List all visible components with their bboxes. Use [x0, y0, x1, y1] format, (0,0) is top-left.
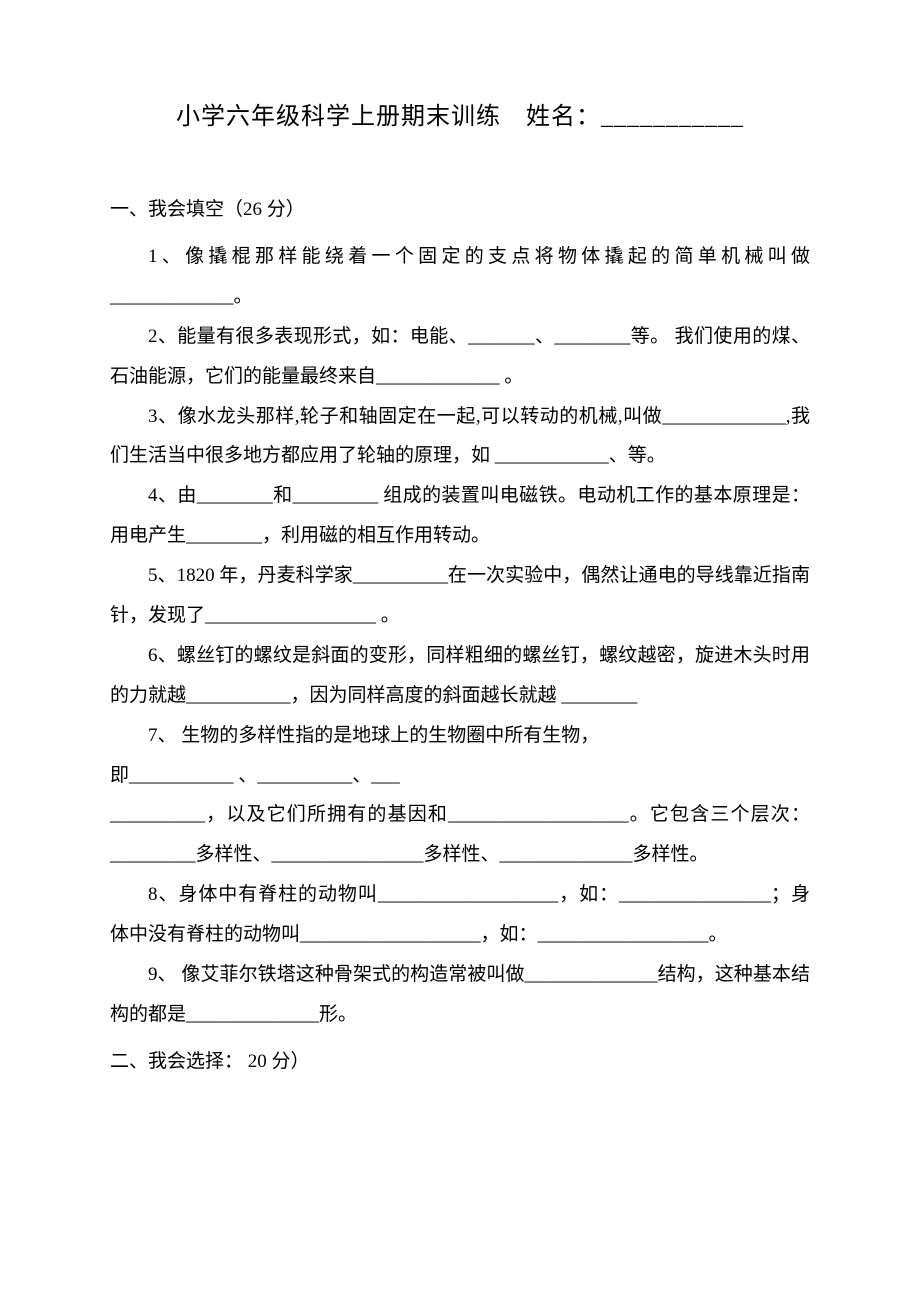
question-7-line1: 7、 生物的多样性指的是地球上的生物圈中所有生物， [110, 716, 810, 756]
question-7-line3: __________，以及它们所拥有的基因和__________________… [110, 795, 810, 875]
section-2-heading: 二、我会选择： 20 分） [110, 1043, 810, 1081]
question-4: 4、由________和_________ 组成的装置叫电磁铁。电动机工作的基本… [110, 476, 810, 556]
question-6: 6、螺丝钉的螺纹是斜面的变形，同样粗细的螺丝钉，螺纹越密，旋进木头时用的力就越_… [110, 636, 810, 716]
question-7-line2: 即___________ 、__________、___ [110, 756, 810, 796]
section-1-heading: 一、我会填空（26 分） [110, 191, 810, 229]
question-5: 5、1820 年，丹麦科学家__________在一次实验中，偶然让通电的导线靠… [110, 556, 810, 636]
worksheet-page: 小学六年级科学上册期末训练 姓名：___________ 一、我会填空（26 分… [0, 0, 920, 1149]
question-1: 1、像撬棍那样能绕着一个固定的支点将物体撬起的简单机械叫做___________… [110, 237, 810, 317]
question-8: 8、身体中有脊柱的动物叫___________________，如：______… [110, 875, 810, 955]
question-9: 9、 像艾菲尔铁塔这种骨架式的构造常被叫做______________结构，这种… [110, 955, 810, 1035]
question-3: 3、像水龙头那样,轮子和轴固定在一起,可以转动的机械,叫做___________… [110, 397, 810, 477]
question-2: 2、能量有很多表现形式，如：电能、_______、________等。 我们使用… [110, 317, 810, 397]
page-title: 小学六年级科学上册期末训练 姓名：___________ [110, 96, 810, 131]
